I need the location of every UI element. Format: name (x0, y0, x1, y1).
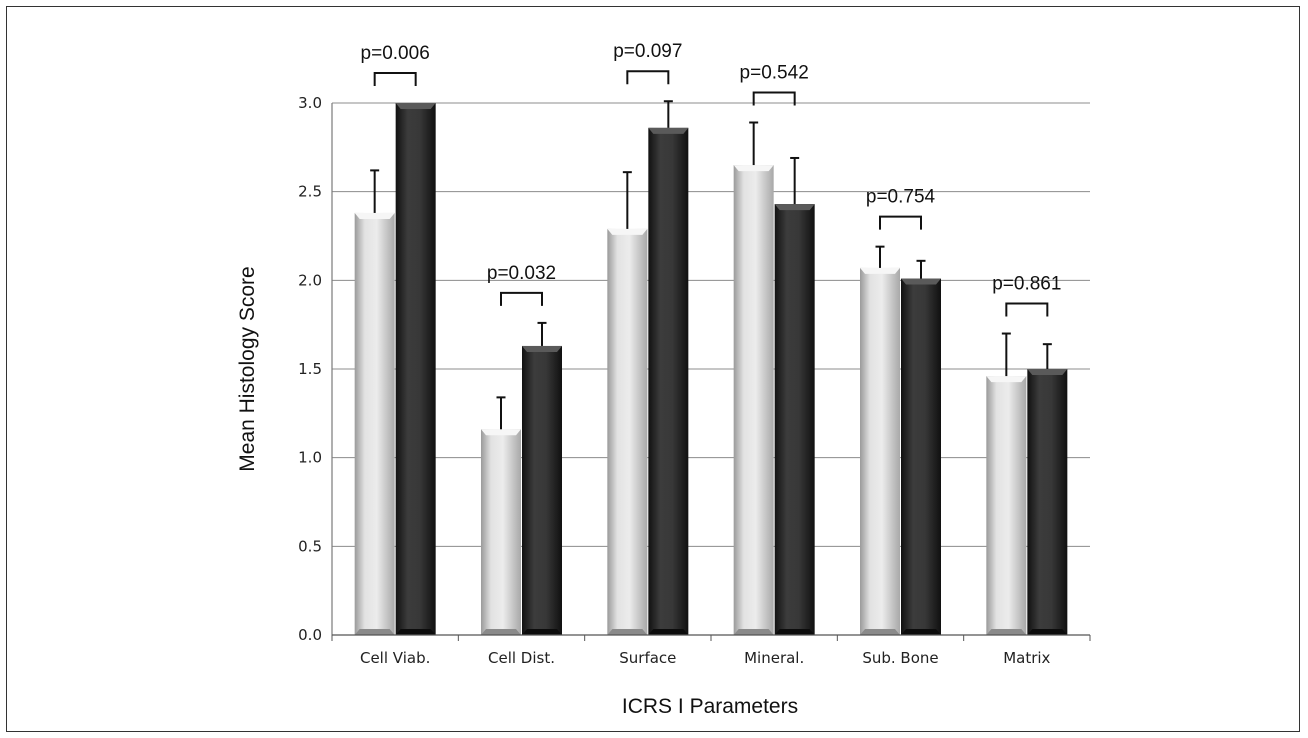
bar-body (607, 228, 648, 635)
p-value-label: p=0.542 (740, 63, 809, 84)
bar-body (354, 212, 395, 636)
bar-body (901, 278, 941, 635)
y-tick-label: 1.5 (298, 360, 322, 378)
p-value-label: p=0.097 (613, 41, 682, 62)
x-axis-title: ICRS I Parameters (622, 695, 798, 718)
bar-body (481, 429, 521, 635)
bar-bevel-top (395, 103, 436, 109)
error-bars (370, 100, 1052, 430)
axes (331, 103, 1091, 641)
bar-bevel-top (607, 228, 648, 235)
bar-body (648, 127, 689, 636)
p-value-label: p=0.032 (487, 263, 556, 284)
bar-dark (395, 103, 436, 635)
bar-bevel-bottom (733, 629, 774, 635)
bar-dark (1027, 369, 1068, 635)
bar-bevel-bottom (901, 629, 941, 635)
bar-bevel-top (354, 212, 395, 219)
bar-light (354, 212, 395, 636)
bar-bevel-bottom (522, 629, 562, 635)
bar-bevel-top (522, 345, 562, 352)
bar-bevel-bottom (774, 629, 815, 635)
gridlines (332, 102, 1090, 547)
x-tick-label: Cell Viab. (360, 649, 430, 667)
significance-bracket (373, 72, 417, 86)
y-tick-label: 0.0 (298, 626, 322, 644)
bar-bevel-top (733, 165, 774, 172)
bar-light (986, 376, 1027, 635)
p-value-label: p=0.861 (992, 274, 1061, 295)
bar-dark (901, 278, 941, 635)
significance-bracket (752, 91, 796, 106)
significance-bracket (879, 215, 922, 230)
y-tick-labels: 0.0 0.5 1.0 1.5 2.0 2.5 3.0 (298, 94, 322, 644)
bar-body (860, 267, 900, 635)
x-tick-label: Surface (619, 649, 676, 667)
bar-body (395, 103, 436, 635)
bar-dark (648, 127, 689, 636)
bar-bevel-top (648, 127, 689, 134)
bar-bevel-bottom (1027, 629, 1068, 635)
bar-bevel-bottom (607, 629, 648, 635)
bars (354, 103, 1068, 636)
y-tick-label: 2.5 (298, 183, 322, 201)
bar-bevel-top (986, 376, 1027, 383)
bar-bevel-bottom (648, 629, 689, 635)
significance-bracket (500, 291, 543, 306)
bar-dark (522, 345, 562, 635)
bar-bevel-bottom (481, 629, 521, 635)
bar-bevel-top (481, 429, 521, 436)
bar-bevel-bottom (986, 629, 1027, 635)
y-tick-label: 3.0 (298, 94, 322, 112)
x-tick-label: Mineral. (744, 649, 804, 667)
bar-body (774, 204, 815, 635)
bar-bevel-top (901, 278, 941, 285)
p-value-label: p=0.006 (361, 43, 430, 64)
p-value-label: p=0.754 (866, 187, 936, 208)
bar-light (607, 228, 648, 635)
x-tick-label: Sub. Bone (862, 649, 938, 667)
y-tick-label: 2.0 (298, 271, 322, 289)
bar-bevel-bottom (395, 629, 436, 635)
bar-body (733, 165, 774, 636)
x-tick-labels: Cell Viab. Cell Dist. Surface Mineral. Sub. … (360, 649, 1051, 667)
bar-bevel-top (1027, 369, 1068, 375)
bar-bevel-top (774, 204, 815, 211)
x-tick-label: Cell Dist. (488, 649, 555, 667)
y-tick-label: 1.0 (298, 449, 322, 467)
bar-body (986, 376, 1027, 635)
bar-light (481, 429, 521, 635)
bar-light (860, 267, 900, 635)
bar-bevel-top (860, 267, 900, 274)
bar-bevel-bottom (860, 629, 900, 635)
bar-dark (774, 204, 815, 635)
bar-light (733, 165, 774, 636)
bar-body (522, 345, 562, 635)
x-tick-label: Matrix (1003, 649, 1050, 667)
bar-body (1027, 369, 1068, 635)
p-value-annotations: p=0.006 p=0.032 p=0.097 p=0.542 p=0.754 p=0.8… (361, 41, 1061, 317)
y-axis-title: Mean Histology Score (236, 266, 259, 471)
y-tick-label: 0.5 (298, 537, 322, 555)
bar-bevel-bottom (354, 629, 395, 635)
significance-bracket (626, 70, 670, 85)
significance-bracket (1005, 302, 1049, 317)
